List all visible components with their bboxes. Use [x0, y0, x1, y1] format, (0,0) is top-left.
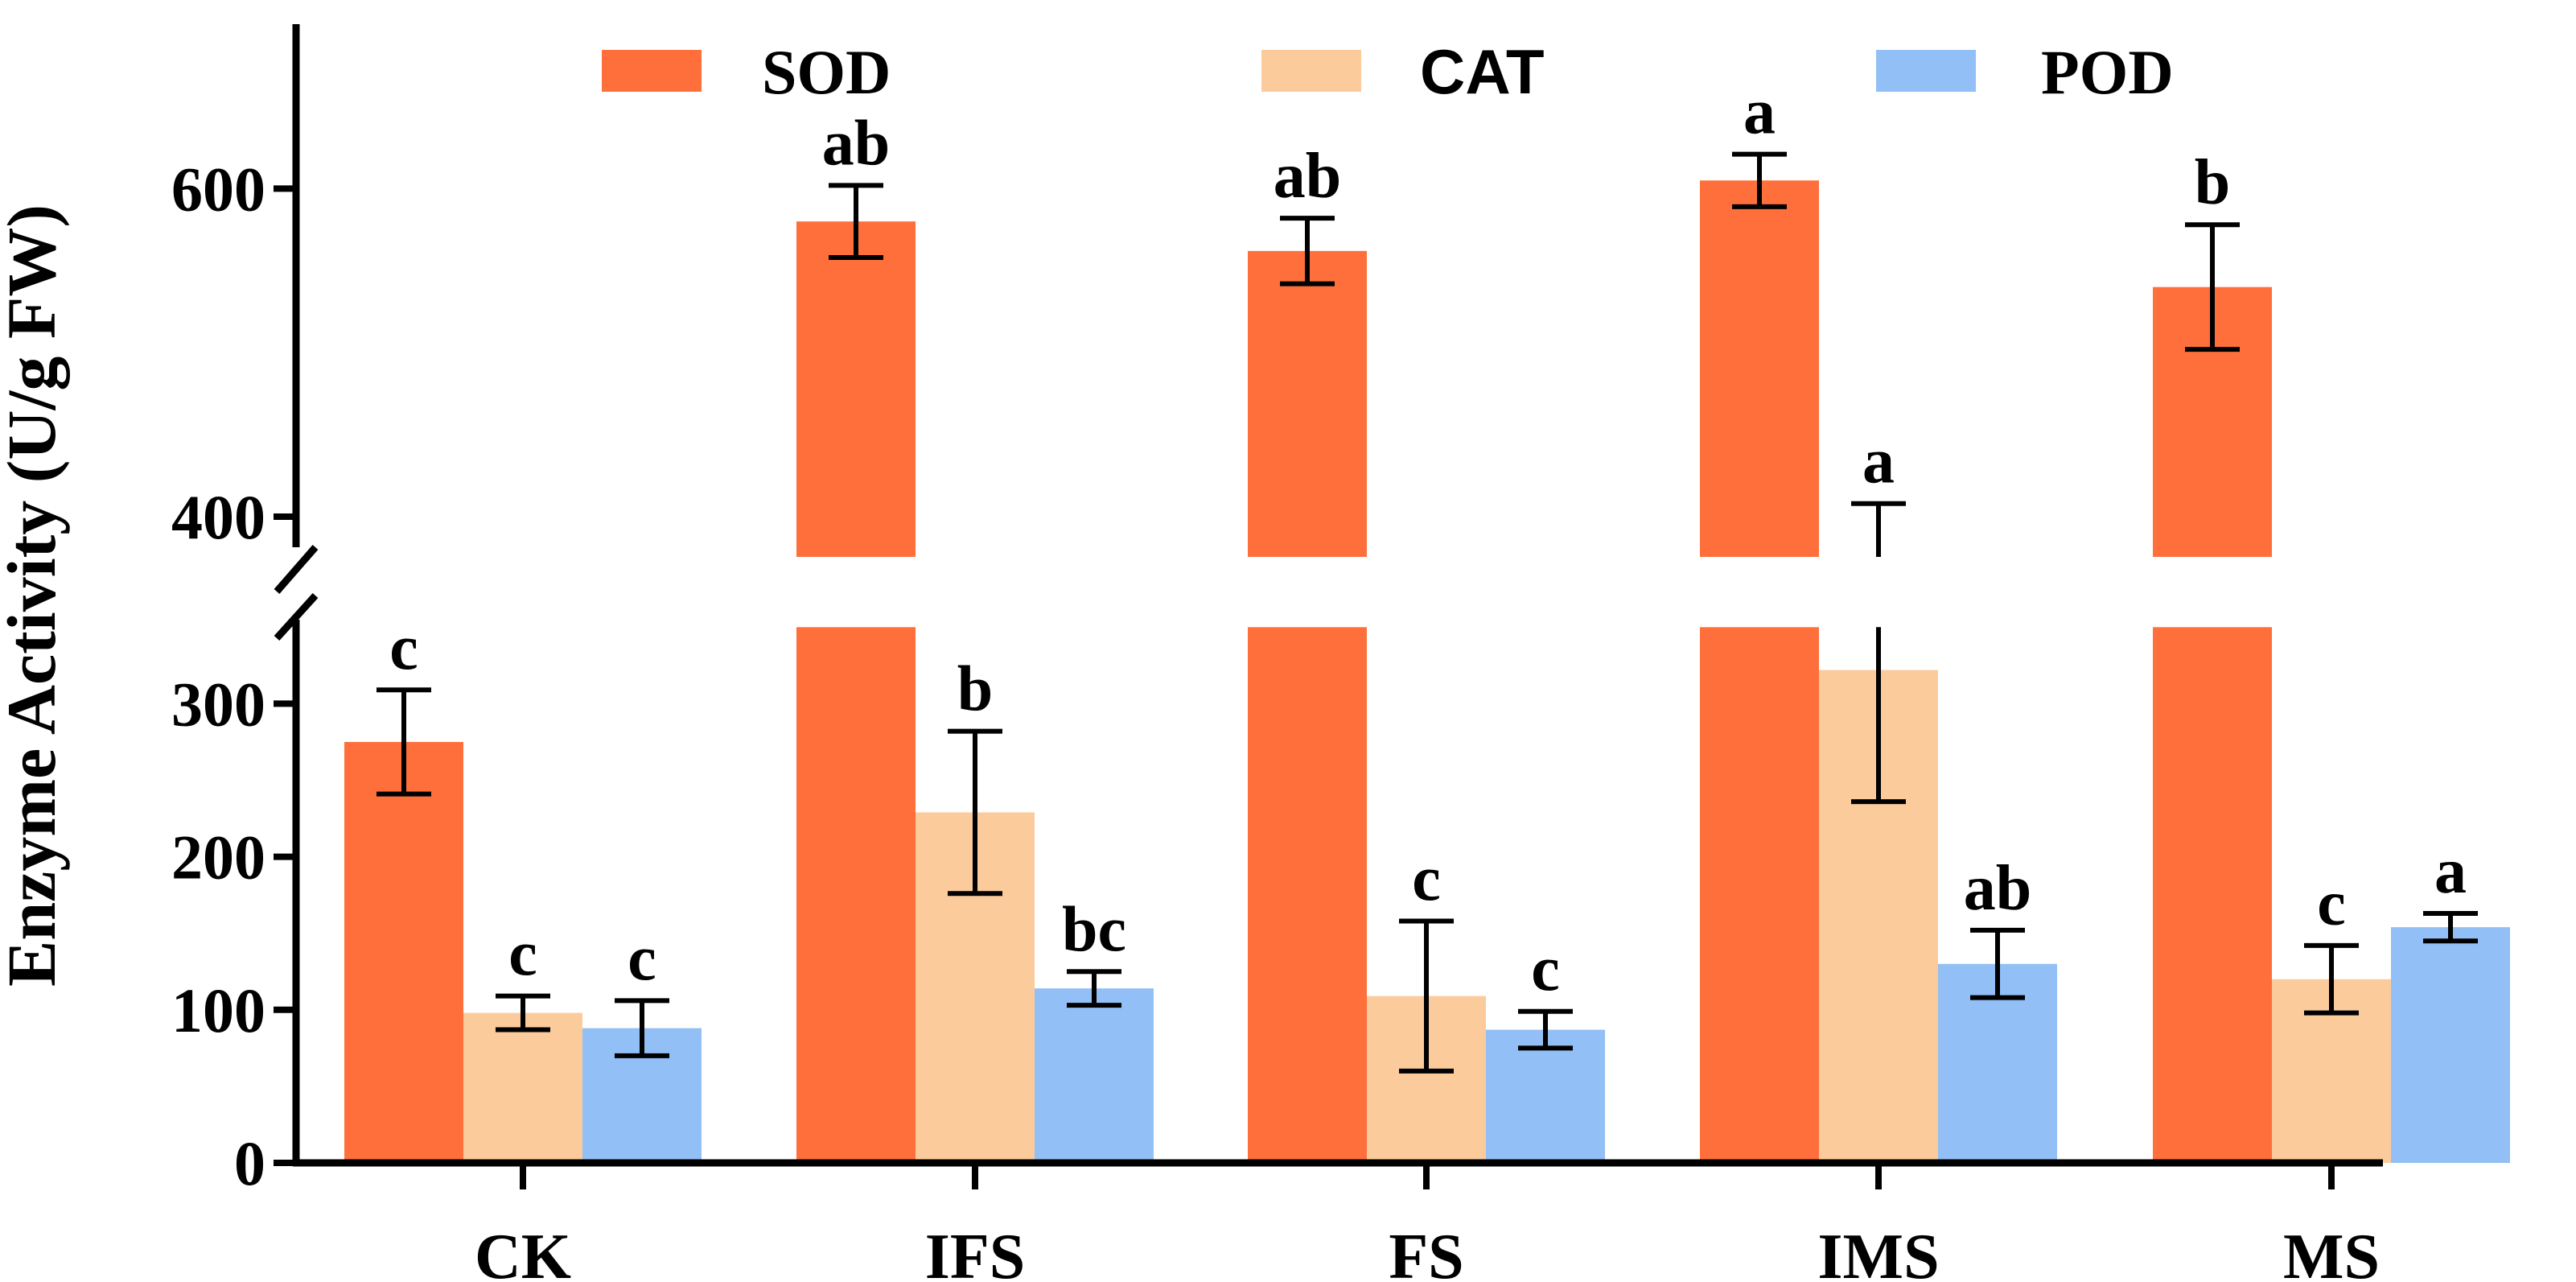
bar-cat	[463, 1012, 582, 1163]
x-tick-label: CK	[475, 1222, 571, 1282]
bar-sod-lower	[1248, 627, 1367, 1163]
significance-letter: c	[389, 612, 418, 683]
error-bar	[1851, 501, 1906, 805]
bar-pod	[1035, 988, 1154, 1163]
legend: SOD CAT POD	[602, 36, 2174, 107]
y-tick-label: 400	[171, 482, 265, 552]
axes	[274, 24, 2383, 1167]
bar-sod-lower	[2153, 627, 2272, 1163]
x-tick-label: IMS	[1817, 1222, 1939, 1282]
legend-swatch-sod	[602, 50, 702, 92]
legend-swatch-pod	[1876, 50, 1976, 92]
x-tick-label: MS	[2283, 1222, 2380, 1282]
significance-letter: a	[1862, 427, 1895, 497]
significance-letter: ab	[1274, 141, 1342, 212]
bar-sod-lower	[1700, 627, 1819, 1163]
error-bar	[615, 998, 669, 1058]
legend-swatch-cat	[1261, 50, 1361, 92]
significance-letter: ab	[822, 108, 891, 179]
significance-letter: c	[508, 919, 537, 990]
error-bars	[377, 151, 2478, 1074]
bar-sod-upper	[1700, 180, 1819, 557]
error-bar	[1518, 1008, 1573, 1051]
y-tick-label: 0	[234, 1128, 265, 1198]
significance-letter: c	[1531, 934, 1560, 1005]
error-bar	[2423, 910, 2478, 944]
bar-pod	[2391, 927, 2510, 1163]
error-bar	[377, 687, 431, 797]
error-bar	[1732, 151, 1787, 209]
error-bar	[1970, 927, 2025, 1000]
legend-label-pod: POD	[2041, 37, 2174, 107]
significance-letter: a	[1743, 77, 1776, 148]
error-bar	[829, 183, 883, 260]
legend-label-cat: CAT	[1420, 36, 1545, 107]
significance-letter: b	[2195, 147, 2231, 218]
error-bar	[2304, 942, 2359, 1016]
y-tick-label: 600	[171, 154, 265, 224]
significance-letter: c	[1412, 843, 1441, 914]
error-bar	[496, 993, 550, 1033]
significance-letter: bc	[1062, 894, 1126, 965]
axis-break-mark-upper	[274, 545, 319, 594]
x-ticks: CK IFS FS IMS MS	[475, 1163, 2380, 1282]
y-tick-label: 300	[171, 669, 265, 739]
y-tick-label: 100	[171, 975, 265, 1045]
bar-sod-upper	[1248, 250, 1367, 557]
significance-letter: b	[957, 654, 994, 725]
bar-sod-lower	[796, 627, 916, 1163]
axis-break-mark-lower	[274, 592, 319, 641]
error-bar	[1280, 216, 1335, 286]
significance-letter: a	[2434, 836, 2467, 907]
bar-sod-upper	[796, 221, 916, 557]
x-tick-label: IFS	[925, 1222, 1026, 1282]
significance-letter: c	[2317, 868, 2346, 939]
error-bar	[948, 728, 1002, 897]
y-tick-label: 200	[171, 822, 265, 892]
significance-letter: c	[628, 923, 656, 994]
significance-letter: ab	[1964, 853, 2032, 924]
error-bar	[1399, 918, 1454, 1074]
bars	[344, 180, 2510, 1163]
x-tick-label: FS	[1389, 1222, 1463, 1282]
error-bar	[2185, 222, 2240, 352]
bar-sod	[344, 741, 463, 1163]
y-axis-label: Enzyme Activity (U/g FW)	[0, 204, 70, 987]
bar-pod	[1486, 1029, 1605, 1163]
legend-label-sod: SOD	[762, 37, 891, 107]
y-ticks: 01002003004006008001000	[171, 154, 296, 1198]
error-bar	[1067, 969, 1121, 1008]
